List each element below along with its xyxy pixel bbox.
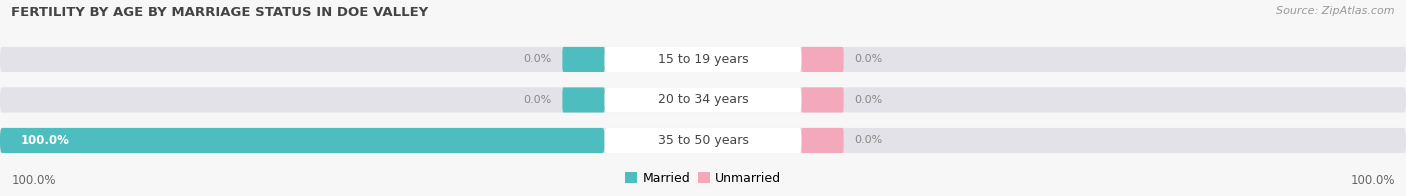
FancyBboxPatch shape [0, 87, 1406, 113]
Text: 100.0%: 100.0% [11, 174, 56, 187]
FancyBboxPatch shape [605, 87, 801, 113]
Text: Source: ZipAtlas.com: Source: ZipAtlas.com [1277, 6, 1395, 16]
FancyBboxPatch shape [0, 47, 1406, 72]
Text: 100.0%: 100.0% [21, 134, 70, 147]
Text: FERTILITY BY AGE BY MARRIAGE STATUS IN DOE VALLEY: FERTILITY BY AGE BY MARRIAGE STATUS IN D… [11, 6, 429, 19]
Text: 35 to 50 years: 35 to 50 years [658, 134, 748, 147]
Text: 0.0%: 0.0% [855, 54, 883, 64]
Text: 100.0%: 100.0% [1350, 174, 1395, 187]
Text: 0.0%: 0.0% [855, 95, 883, 105]
FancyBboxPatch shape [801, 128, 844, 153]
FancyBboxPatch shape [605, 128, 801, 153]
FancyBboxPatch shape [562, 87, 605, 113]
FancyBboxPatch shape [0, 128, 605, 153]
Text: 0.0%: 0.0% [855, 135, 883, 145]
FancyBboxPatch shape [0, 128, 1406, 153]
FancyBboxPatch shape [605, 47, 801, 72]
Legend: Married, Unmarried: Married, Unmarried [620, 167, 786, 190]
Text: 0.0%: 0.0% [523, 54, 551, 64]
FancyBboxPatch shape [562, 47, 605, 72]
Text: 0.0%: 0.0% [523, 95, 551, 105]
FancyBboxPatch shape [801, 47, 844, 72]
Text: 15 to 19 years: 15 to 19 years [658, 53, 748, 66]
Text: 20 to 34 years: 20 to 34 years [658, 93, 748, 106]
FancyBboxPatch shape [801, 87, 844, 113]
